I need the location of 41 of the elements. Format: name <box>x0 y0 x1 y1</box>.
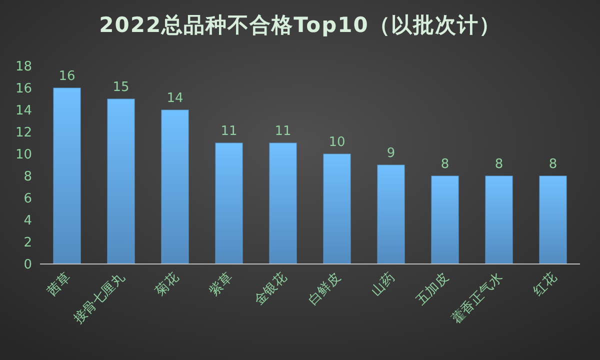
x-tick-label: 茜草 <box>44 270 74 300</box>
data-label: 8 <box>440 157 450 172</box>
bar <box>323 154 351 264</box>
data-label: 15 <box>112 80 130 95</box>
data-label: 14 <box>166 91 184 106</box>
x-tick-label: 白鲜皮 <box>306 270 344 308</box>
data-label: 8 <box>548 157 558 172</box>
bar <box>53 88 81 264</box>
bar <box>161 110 189 264</box>
bar <box>485 176 513 264</box>
y-tick-label: 8 <box>24 170 32 185</box>
x-tick-label: 山药 <box>368 270 398 300</box>
x-tick-label: 金银花 <box>252 270 290 308</box>
y-tick-label: 10 <box>15 148 32 163</box>
x-tick-label: 接骨七厘丸 <box>71 270 128 327</box>
data-label: 11 <box>274 124 292 139</box>
y-tick-label: 6 <box>24 192 32 207</box>
y-tick-label: 14 <box>15 104 32 119</box>
y-tick-label: 0 <box>24 258 32 273</box>
bar <box>431 176 459 264</box>
bar <box>215 142 243 264</box>
y-tick-label: 2 <box>24 236 32 251</box>
bar <box>107 98 135 264</box>
data-label: 11 <box>220 124 238 139</box>
y-tick-label: 18 <box>15 60 32 75</box>
x-tick-label: 红花 <box>530 270 560 300</box>
x-tick-label: 菊花 <box>152 270 182 300</box>
chart-title: 2022总品种不合格Top10（以批次计） <box>99 13 501 37</box>
x-tick-label: 紫草 <box>206 270 236 300</box>
x-tick-label: 藿香正气水 <box>449 270 506 327</box>
y-tick-label: 16 <box>15 82 32 97</box>
bar <box>269 142 297 264</box>
data-label: 9 <box>386 146 396 161</box>
bar <box>377 164 405 264</box>
data-label: 10 <box>328 135 346 150</box>
data-label: 8 <box>494 157 504 172</box>
y-tick-label: 12 <box>15 126 32 141</box>
bar <box>539 176 567 264</box>
x-tick-label: 五加皮 <box>414 270 452 308</box>
data-label: 16 <box>58 69 76 84</box>
y-tick-label: 4 <box>24 214 32 229</box>
